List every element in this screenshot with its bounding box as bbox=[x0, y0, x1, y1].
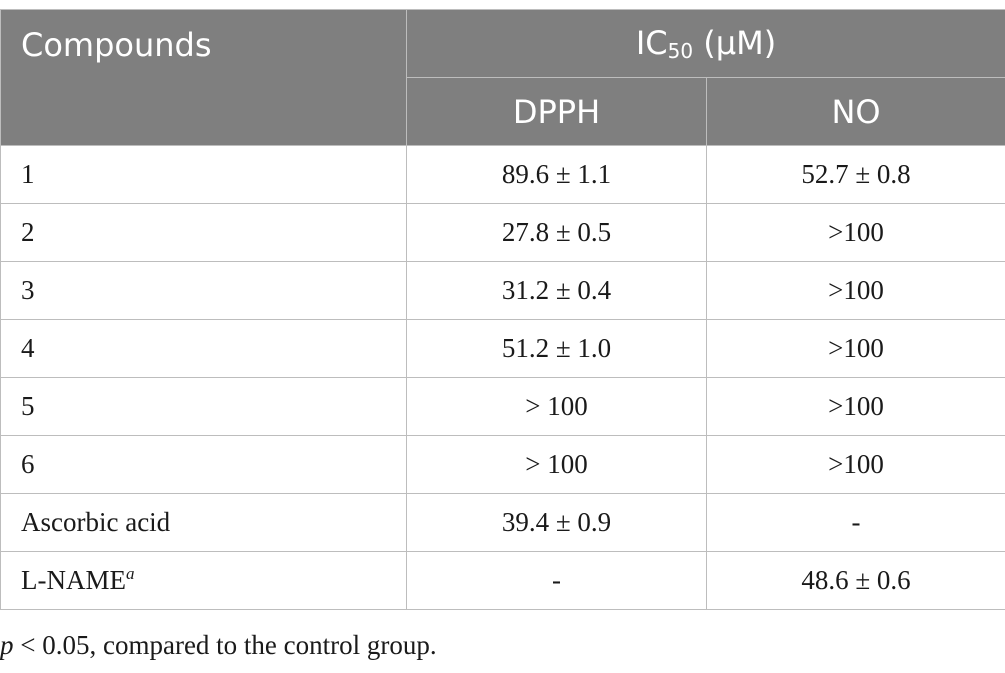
ic50-subscript: 50 bbox=[667, 39, 694, 63]
table-row: 3 31.2 ± 0.4 >100 bbox=[0, 261, 1005, 320]
dpph-value-cell: 31.2 ± 0.4 bbox=[406, 261, 707, 320]
no-value-cell: >100 bbox=[706, 435, 1005, 494]
no-column-header: NO bbox=[706, 77, 1005, 146]
compound-name: 1 bbox=[21, 159, 35, 189]
no-value-cell: 48.6 ± 0.6 bbox=[706, 551, 1005, 610]
compound-name: Ascorbic acid bbox=[21, 507, 171, 537]
compound-name-cell: 2 bbox=[0, 203, 407, 262]
ic50-column-group-header: IC50 (μM) bbox=[406, 9, 1005, 78]
footnote-marker: a bbox=[125, 564, 135, 583]
ic50-prefix: IC bbox=[635, 24, 668, 62]
table-row: 4 51.2 ± 1.0 >100 bbox=[0, 319, 1005, 378]
footnote-p-symbol: p bbox=[0, 630, 14, 660]
ic50-results-table: Compounds IC50 (μM) DPPH NO 1 89.6 ± 1.1… bbox=[0, 9, 1005, 610]
dpph-column-header: DPPH bbox=[406, 77, 707, 146]
compounds-header-label: Compounds bbox=[21, 26, 212, 64]
dpph-value-cell: 51.2 ± 1.0 bbox=[406, 319, 707, 378]
table-footnote: p < 0.05, compared to the control group. bbox=[0, 630, 437, 661]
dpph-value-cell: 39.4 ± 0.9 bbox=[406, 493, 707, 552]
table-row: 5 > 100 >100 bbox=[0, 377, 1005, 436]
compound-name-cell: 1 bbox=[0, 145, 407, 204]
no-value-cell: - bbox=[706, 493, 1005, 552]
table-header: Compounds IC50 (μM) DPPH NO bbox=[0, 9, 1005, 146]
table-body: 1 89.6 ± 1.1 52.7 ± 0.8 2 27.8 ± 0.5 >10… bbox=[0, 145, 1005, 610]
compound-name: 5 bbox=[21, 391, 35, 421]
compound-name-cell: 5 bbox=[0, 377, 407, 436]
table-row: Ascorbic acid 39.4 ± 0.9 - bbox=[0, 493, 1005, 552]
dpph-value-cell: > 100 bbox=[406, 435, 707, 494]
compound-name-cell: 4 bbox=[0, 319, 407, 378]
table-row: L-NAMEa - 48.6 ± 0.6 bbox=[0, 551, 1005, 610]
no-value-cell: 52.7 ± 0.8 bbox=[706, 145, 1005, 204]
compound-name: 6 bbox=[21, 449, 35, 479]
table-row: 6 > 100 >100 bbox=[0, 435, 1005, 494]
table-row: 2 27.8 ± 0.5 >100 bbox=[0, 203, 1005, 262]
compounds-column-header: Compounds bbox=[0, 9, 407, 146]
no-value-cell: >100 bbox=[706, 319, 1005, 378]
compound-name-cell: Ascorbic acid bbox=[0, 493, 407, 552]
dpph-value-cell: 27.8 ± 0.5 bbox=[406, 203, 707, 262]
compound-name: 3 bbox=[21, 275, 35, 305]
dpph-value-cell: - bbox=[406, 551, 707, 610]
dpph-header-label: DPPH bbox=[512, 92, 601, 131]
compound-name: L-NAME bbox=[21, 565, 126, 595]
compound-name: 2 bbox=[21, 217, 35, 247]
no-header-label: NO bbox=[831, 92, 881, 131]
no-value-cell: >100 bbox=[706, 203, 1005, 262]
compound-name-cell: L-NAMEa bbox=[0, 551, 407, 610]
ic50-unit: (μM) bbox=[693, 24, 777, 62]
dpph-value-cell: > 100 bbox=[406, 377, 707, 436]
compound-name: 4 bbox=[21, 333, 35, 363]
no-value-cell: >100 bbox=[706, 377, 1005, 436]
table-row: 1 89.6 ± 1.1 52.7 ± 0.8 bbox=[0, 145, 1005, 204]
compound-name-cell: 6 bbox=[0, 435, 407, 494]
compound-name-cell: 3 bbox=[0, 261, 407, 320]
dpph-value-cell: 89.6 ± 1.1 bbox=[406, 145, 707, 204]
no-value-cell: >100 bbox=[706, 261, 1005, 320]
footnote-text: < 0.05, compared to the control group. bbox=[13, 630, 437, 660]
